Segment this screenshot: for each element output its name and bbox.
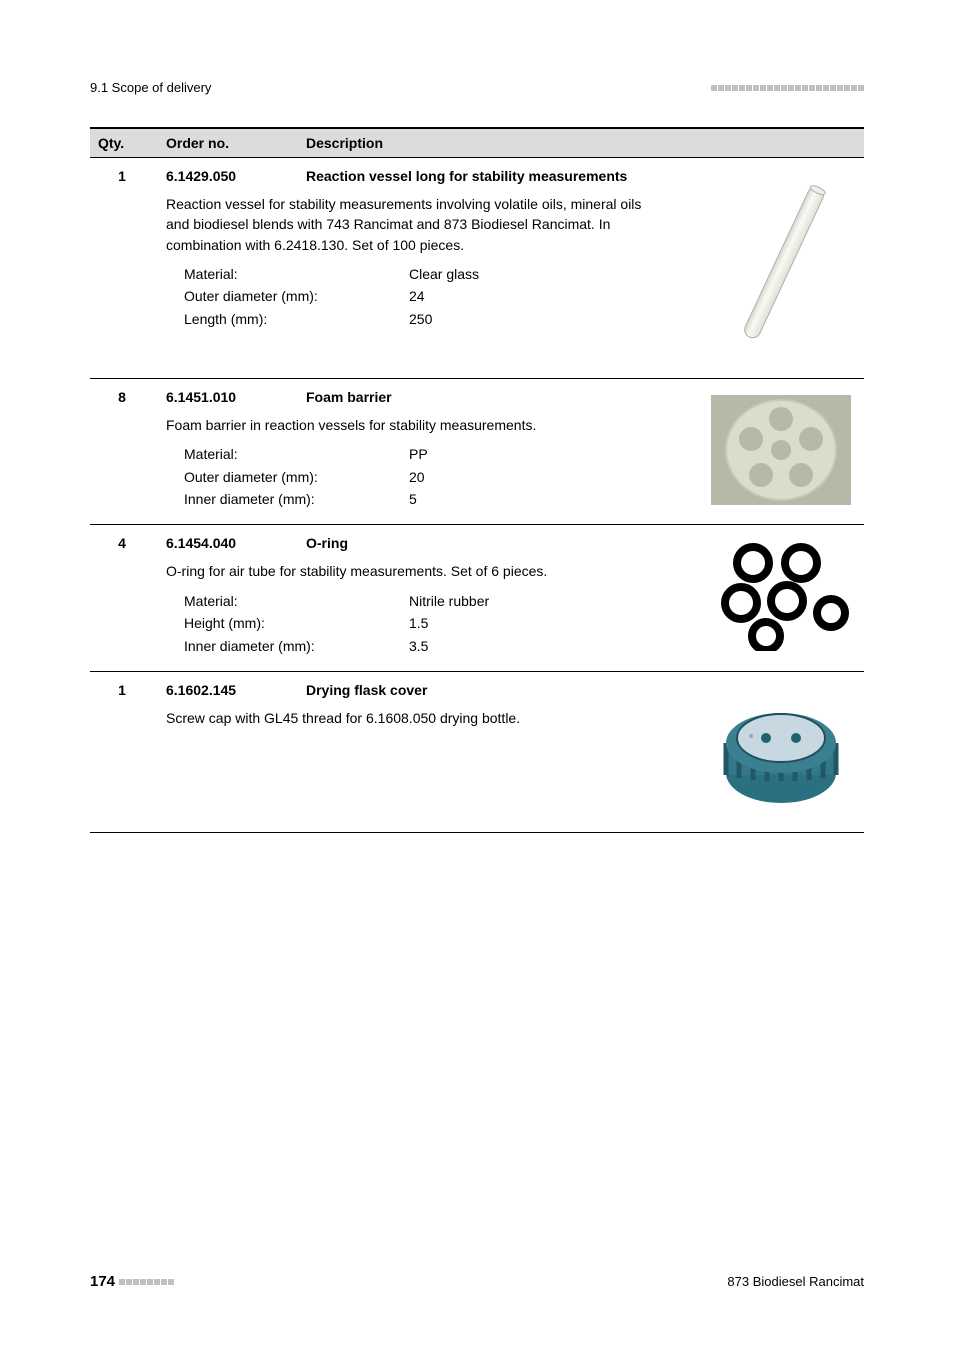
- spec-label: Outer diameter (mm):: [184, 466, 409, 488]
- spec-row: Outer diameter (mm):20: [166, 466, 706, 488]
- foam-barrier-icon: [711, 395, 851, 505]
- spec-value: 5: [409, 488, 706, 510]
- item-image: [706, 168, 856, 364]
- col-header-order: Order no.: [166, 135, 306, 151]
- table-header: Qty. Order no. Description: [90, 127, 864, 158]
- spec-row: Length (mm):250: [166, 308, 706, 330]
- col-header-desc: Description: [306, 135, 856, 151]
- item-image: [706, 535, 856, 656]
- order-number: 6.1602.145: [166, 682, 306, 698]
- spec-row: Inner diameter (mm):3.5: [166, 635, 706, 657]
- spec-row: Height (mm):1.5: [166, 612, 706, 634]
- spec-value: 3.5: [409, 635, 706, 657]
- spec-label: Outer diameter (mm):: [184, 285, 409, 307]
- item-description: Reaction vessel for stability measuremen…: [166, 194, 661, 255]
- spec-row: Inner diameter (mm):5: [166, 488, 706, 510]
- spec-label: Material:: [184, 443, 409, 465]
- table-row: 1 6.1602.145 Drying flask cover Screw ca…: [90, 672, 864, 833]
- qty-value: 8: [98, 389, 166, 510]
- order-number: 6.1451.010: [166, 389, 306, 405]
- spec-label: Inner diameter (mm):: [184, 635, 409, 657]
- header-decoration: [711, 85, 864, 91]
- spec-value: 24: [409, 285, 706, 307]
- item-description: O-ring for air tube for stability measur…: [166, 561, 661, 581]
- footer-decoration: [119, 1279, 174, 1285]
- table-row: 1 6.1429.050 Reaction vessel long for st…: [90, 158, 864, 379]
- col-header-qty: Qty.: [98, 135, 166, 151]
- item-description: Screw cap with GL45 thread for 6.1608.05…: [166, 708, 661, 728]
- item-title: Drying flask cover: [306, 682, 427, 698]
- tube-icon: [711, 174, 851, 364]
- spec-row: Material:Clear glass: [166, 263, 706, 285]
- spec-label: Length (mm):: [184, 308, 409, 330]
- spec-value: 1.5: [409, 612, 706, 634]
- page-number: 174: [90, 1273, 115, 1290]
- qty-value: 4: [98, 535, 166, 656]
- spec-value: PP: [409, 443, 706, 465]
- footer-doc-title: 873 Biodiesel Rancimat: [727, 1274, 864, 1289]
- spec-label: Material:: [184, 590, 409, 612]
- spec-label: Height (mm):: [184, 612, 409, 634]
- spec-value: Clear glass: [409, 263, 706, 285]
- qty-value: 1: [98, 682, 166, 818]
- spec-value: Nitrile rubber: [409, 590, 706, 612]
- spec-label: Inner diameter (mm):: [184, 488, 409, 510]
- item-image: [706, 682, 856, 818]
- spec-value: 250: [409, 308, 706, 330]
- item-description: Foam barrier in reaction vessels for sta…: [166, 415, 661, 435]
- order-number: 6.1454.040: [166, 535, 306, 551]
- spec-row: Outer diameter (mm):24: [166, 285, 706, 307]
- item-title: Reaction vessel long for stability measu…: [306, 168, 627, 184]
- item-title: O-ring: [306, 535, 348, 551]
- spec-value: 20: [409, 466, 706, 488]
- page-footer: 174 873 Biodiesel Rancimat: [90, 1273, 864, 1290]
- item-title: Foam barrier: [306, 389, 392, 405]
- oring-icon: [711, 541, 851, 651]
- page-header: 9.1 Scope of delivery: [90, 80, 864, 95]
- header-section-title: 9.1 Scope of delivery: [90, 80, 211, 95]
- spec-label: Material:: [184, 263, 409, 285]
- spec-row: Material:PP: [166, 443, 706, 465]
- table-row: 4 6.1454.040 O-ring O-ring for air tube …: [90, 525, 864, 671]
- cap-icon: [711, 688, 851, 818]
- order-number: 6.1429.050: [166, 168, 306, 184]
- page-number-block: 174: [90, 1273, 174, 1290]
- item-image: [706, 389, 856, 510]
- table-row: 8 6.1451.010 Foam barrier Foam barrier i…: [90, 379, 864, 525]
- qty-value: 1: [98, 168, 166, 364]
- spec-row: Material:Nitrile rubber: [166, 590, 706, 612]
